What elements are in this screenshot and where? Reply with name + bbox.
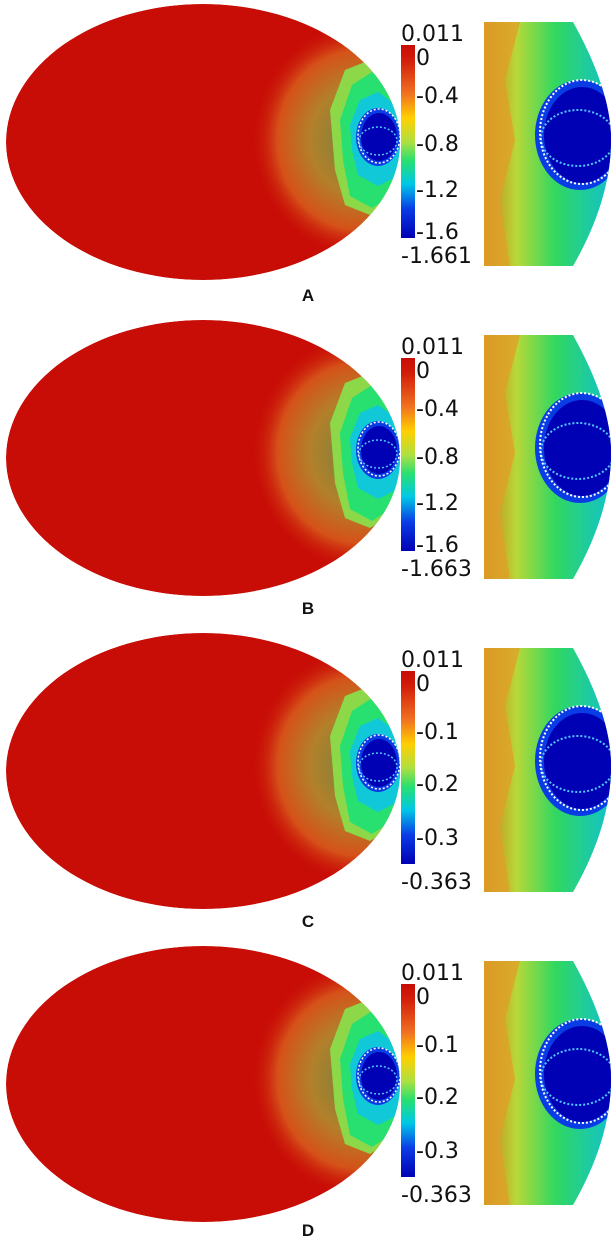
colorbar-min-label: -0.363 — [401, 1183, 472, 1208]
colorbar-tick: -0.4 — [416, 84, 459, 109]
ellipse-field — [6, 320, 400, 596]
panel-a: 0.011 0 -0.4 -0.8 -1.2 -1.6 -1.661 A — [0, 0, 613, 313]
zoom-inset — [484, 961, 611, 1205]
colorbar-tick: -1.2 — [416, 178, 459, 203]
ellipse-field — [6, 4, 400, 280]
colorbar — [401, 984, 415, 1177]
field-plot — [6, 320, 611, 596]
field-plot — [6, 633, 611, 909]
colorbar-min-label: -1.663 — [401, 557, 472, 582]
colorbar — [401, 358, 415, 551]
panel-label: A — [301, 286, 315, 305]
panel-c: 0.011 0 -0.1 -0.2 -0.3 -0.363 C — [0, 626, 613, 939]
panel-b: 0.011 0 -0.4 -0.8 -1.2 -1.6 -1.663 B — [0, 313, 613, 626]
colorbar-tick: -1.6 — [416, 533, 459, 558]
colorbar-tick: -1.2 — [416, 491, 459, 516]
colorbar-tick: -0.3 — [416, 1139, 459, 1164]
colorbar-max-label: 0.011 — [401, 961, 464, 986]
zoom-inset — [484, 648, 611, 892]
panel-label: B — [301, 599, 315, 618]
field-plot — [6, 946, 611, 1222]
colorbar-tick: 0 — [416, 359, 430, 384]
colorbar-tick: 0 — [416, 672, 430, 697]
colorbar-tick: 0 — [416, 46, 430, 71]
field-plot — [6, 4, 611, 280]
colorbar-tick: -0.1 — [416, 1033, 459, 1058]
colorbar-tick: -0.3 — [416, 826, 459, 851]
colorbar-tick: -1.6 — [416, 220, 459, 245]
colorbar-max-label: 0.011 — [401, 22, 464, 47]
colorbar-tick: -0.2 — [416, 1085, 459, 1110]
ellipse-field — [6, 633, 400, 909]
panel-label: C — [301, 912, 315, 931]
colorbar-max-label: 0.011 — [401, 335, 464, 360]
colorbar-min-label: -0.363 — [401, 870, 472, 895]
panel-d: 0.011 0 -0.1 -0.2 -0.3 -0.363 D — [0, 939, 613, 1252]
zoom-inset — [484, 22, 611, 266]
colorbar-tick: -0.2 — [416, 772, 459, 797]
colorbar-tick: -0.1 — [416, 720, 459, 745]
colorbar-tick: 0 — [416, 985, 430, 1010]
colorbar-tick: -0.8 — [416, 445, 459, 470]
colorbar-min-label: -1.661 — [401, 244, 472, 269]
colorbar-tick: -0.4 — [416, 397, 459, 422]
panel-label: D — [301, 1221, 315, 1240]
colorbar — [401, 45, 415, 238]
ellipse-field — [6, 946, 400, 1222]
colorbar — [401, 671, 415, 864]
colorbar-tick: -0.8 — [416, 132, 459, 157]
zoom-inset — [484, 335, 611, 579]
colorbar-max-label: 0.011 — [401, 648, 464, 673]
